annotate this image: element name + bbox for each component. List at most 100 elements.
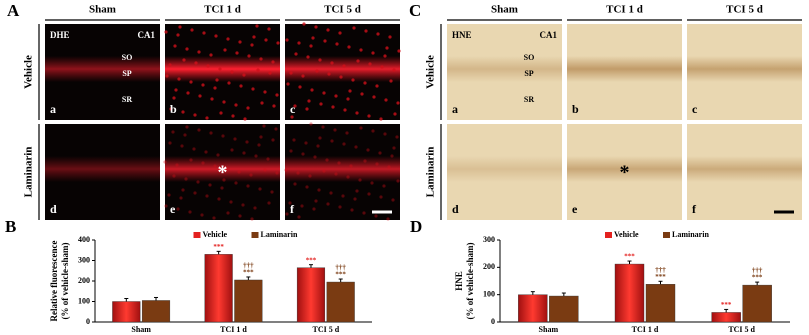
cell-speckle bbox=[310, 88, 314, 92]
cell-speckle bbox=[395, 135, 399, 139]
cell-speckle bbox=[175, 163, 179, 167]
cell-speckle bbox=[312, 207, 316, 211]
cell-speckle bbox=[230, 70, 234, 74]
y-tick-label: 100 bbox=[78, 296, 90, 305]
cell-speckle bbox=[249, 173, 253, 177]
y-axis-label: (% of vehicle-sham) bbox=[465, 243, 475, 320]
cell-speckle bbox=[188, 210, 192, 214]
cell-speckle bbox=[172, 174, 176, 178]
cell-speckle bbox=[267, 201, 271, 205]
cell-speckle bbox=[193, 113, 197, 117]
cell-speckle bbox=[353, 197, 357, 201]
cell-speckle bbox=[217, 197, 221, 201]
panel-letter: B bbox=[5, 217, 16, 236]
lesion-marker: * bbox=[620, 162, 630, 184]
row-label: Vehicle bbox=[23, 55, 35, 89]
cell-speckle bbox=[194, 61, 198, 65]
cell-speckle bbox=[231, 114, 235, 118]
cell-speckle bbox=[293, 104, 297, 108]
cell-speckle bbox=[337, 161, 341, 165]
cell-speckle bbox=[276, 41, 280, 45]
legend-swatch bbox=[251, 232, 259, 238]
cell-speckle bbox=[289, 71, 293, 75]
cell-speckle bbox=[257, 143, 261, 147]
y-axis-label: Relative fluorescence bbox=[49, 240, 59, 321]
cell-speckle bbox=[293, 182, 297, 186]
cell-speckle bbox=[363, 159, 367, 163]
cell-speckle bbox=[296, 171, 300, 175]
bar bbox=[711, 312, 741, 323]
cell-speckle bbox=[246, 184, 250, 188]
sublabel: a bbox=[452, 102, 458, 116]
cell-speckle bbox=[264, 38, 268, 42]
cell-speckle bbox=[262, 124, 266, 128]
cell-speckle bbox=[189, 158, 193, 162]
cell-speckle bbox=[292, 138, 296, 142]
cell-speckle bbox=[198, 94, 202, 98]
column-header: TCI 5 d bbox=[324, 4, 361, 16]
layer-label: SR bbox=[122, 95, 132, 104]
cell-speckle bbox=[258, 187, 262, 191]
cell-speckle bbox=[270, 190, 274, 194]
cell-speckle bbox=[238, 214, 242, 218]
x-tick-label: Sham bbox=[131, 325, 151, 334]
cell-speckle bbox=[352, 26, 356, 30]
cell-speckle bbox=[390, 154, 394, 158]
cell-speckle bbox=[193, 191, 197, 195]
x-tick-label: Sham bbox=[539, 325, 559, 334]
cell-speckle bbox=[222, 100, 226, 104]
cell-speckle bbox=[241, 203, 245, 207]
cell-speckle bbox=[326, 202, 330, 206]
cell-speckle bbox=[290, 115, 294, 119]
legend-label: Vehicle bbox=[614, 230, 639, 239]
cell-speckle bbox=[164, 30, 168, 34]
cell-speckle bbox=[172, 96, 176, 100]
cell-speckle bbox=[185, 47, 189, 51]
cell-speckle bbox=[396, 101, 400, 105]
cell-speckle bbox=[225, 167, 229, 171]
y-tick-label: 300 bbox=[483, 235, 495, 244]
cell-speckle bbox=[230, 148, 234, 152]
cell-speckle bbox=[374, 214, 378, 218]
significance-mark: *** bbox=[721, 301, 732, 309]
bar bbox=[296, 267, 326, 323]
cell-speckle bbox=[271, 60, 275, 64]
cell-speckle bbox=[200, 213, 204, 217]
cell-speckle bbox=[190, 28, 194, 32]
layer-label: SP bbox=[122, 69, 131, 78]
legend-swatch bbox=[663, 232, 670, 238]
cell-speckle bbox=[196, 180, 200, 184]
bar bbox=[645, 284, 676, 323]
legend-swatch bbox=[193, 232, 201, 238]
cell-speckle bbox=[315, 69, 319, 73]
cell-speckle bbox=[256, 68, 260, 72]
cell-speckle bbox=[285, 38, 289, 42]
significance-mark: *** bbox=[655, 273, 666, 281]
cell-speckle bbox=[326, 28, 330, 32]
cell-speckle bbox=[300, 204, 304, 208]
cell-speckle bbox=[209, 131, 213, 135]
significance-mark: *** bbox=[243, 269, 254, 277]
cell-speckle bbox=[252, 35, 256, 39]
layer-label: SP bbox=[524, 69, 533, 78]
cell-speckle bbox=[376, 32, 380, 36]
cell-layer-band bbox=[45, 56, 160, 82]
cell-speckle bbox=[386, 217, 390, 221]
cell-speckle bbox=[384, 98, 388, 102]
cell-speckle bbox=[355, 111, 359, 115]
cell-speckle bbox=[304, 141, 308, 145]
region-label: CA1 bbox=[138, 30, 156, 40]
y-axis-label: (% of vehicle-sham) bbox=[60, 243, 70, 320]
significance-mark: *** bbox=[624, 253, 635, 261]
cell-speckle bbox=[263, 90, 267, 94]
cell-speckle bbox=[375, 84, 379, 88]
significance-mark: *** bbox=[213, 243, 224, 251]
cell-speckle bbox=[388, 35, 392, 39]
cell-speckle bbox=[192, 147, 196, 151]
cell-speckle bbox=[234, 181, 238, 185]
cell-speckle bbox=[325, 158, 329, 162]
cell-speckle bbox=[348, 89, 352, 93]
significance-mark: ††† bbox=[655, 266, 666, 274]
cell-speckle bbox=[238, 40, 242, 44]
